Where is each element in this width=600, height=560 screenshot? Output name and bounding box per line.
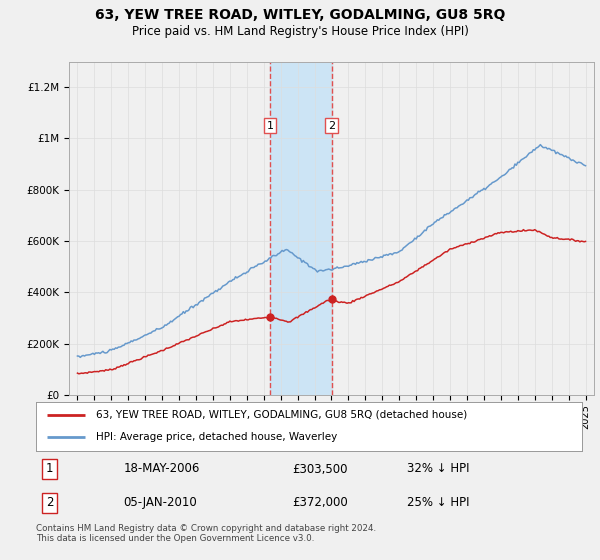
Text: 63, YEW TREE ROAD, WITLEY, GODALMING, GU8 5RQ (detached house): 63, YEW TREE ROAD, WITLEY, GODALMING, GU… [96, 410, 467, 420]
Text: Price paid vs. HM Land Registry's House Price Index (HPI): Price paid vs. HM Land Registry's House … [131, 25, 469, 38]
Text: £303,500: £303,500 [293, 463, 348, 475]
Text: £372,000: £372,000 [293, 496, 349, 509]
Text: Contains HM Land Registry data © Crown copyright and database right 2024.
This d: Contains HM Land Registry data © Crown c… [36, 524, 376, 543]
Text: 05-JAN-2010: 05-JAN-2010 [124, 496, 197, 509]
Text: 32% ↓ HPI: 32% ↓ HPI [407, 463, 470, 475]
Text: 1: 1 [46, 463, 53, 475]
Text: 25% ↓ HPI: 25% ↓ HPI [407, 496, 470, 509]
Text: 63, YEW TREE ROAD, WITLEY, GODALMING, GU8 5RQ: 63, YEW TREE ROAD, WITLEY, GODALMING, GU… [95, 8, 505, 22]
Text: 2: 2 [328, 120, 335, 130]
Text: 18-MAY-2006: 18-MAY-2006 [124, 463, 200, 475]
Text: 1: 1 [266, 120, 274, 130]
Bar [270, 62, 332, 395]
Text: HPI: Average price, detached house, Waverley: HPI: Average price, detached house, Wave… [96, 432, 337, 442]
Text: 2: 2 [46, 496, 53, 509]
